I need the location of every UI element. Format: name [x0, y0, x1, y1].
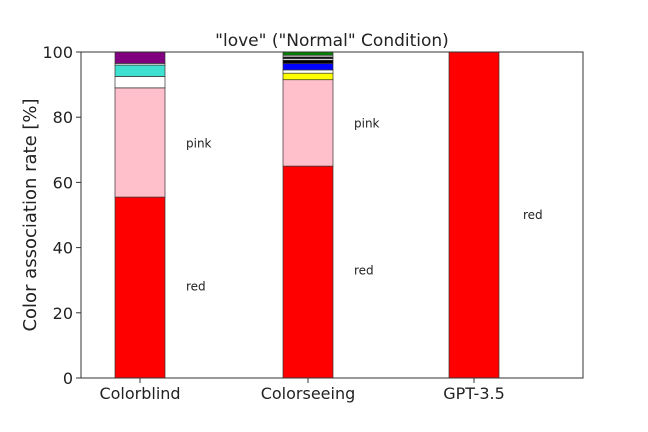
x-axis: Colorblind Colorseeing GPT-3.5 [99, 378, 505, 403]
x-tick-label: GPT-3.5 [443, 384, 505, 403]
segment-label-pink: pink [354, 117, 380, 131]
segment-label-red: red [354, 263, 374, 277]
bar-segment-colorblind-0 [114, 196, 166, 379]
y-tick-label: 100 [42, 43, 73, 62]
bar-segment-colorblind-2 [114, 76, 166, 89]
bar-segment-gpt-3-5-0 [448, 51, 500, 379]
segment-label-pink: pink [186, 136, 212, 150]
bar-segment-colorseeing-1 [282, 79, 334, 167]
chart-title: "love" ("Normal" Condition) [215, 31, 449, 51]
bar-segment-colorseeing-0 [282, 165, 334, 379]
plot-frame [80, 51, 584, 379]
annotations-layer: red pink red pink red [186, 117, 543, 294]
x-tick-label: Colorseeing [261, 384, 356, 403]
bar-segment-colorseeing-3 [282, 69, 334, 74]
bar-segment-colorseeing-2 [282, 72, 334, 81]
segment-label-red: red [186, 280, 206, 294]
bar-segment-colorseeing-4 [282, 63, 334, 71]
bar-segment-colorblind-1 [114, 87, 166, 198]
y-tick-label: 20 [53, 304, 73, 323]
bar-segment-colorblind-3 [114, 64, 166, 77]
y-tick-label: 0 [63, 369, 73, 388]
y-tick-label: 40 [53, 239, 73, 258]
y-axis: 0 20 40 60 80 100 [42, 43, 81, 388]
bars-layer [114, 51, 500, 379]
y-tick-label: 60 [53, 173, 73, 192]
bar-segment-colorseeing-5 [282, 59, 334, 64]
bar-segment-colorblind-5 [114, 51, 166, 64]
y-tick-label: 80 [53, 108, 73, 127]
segment-label-red: red [523, 208, 543, 222]
x-tick-label: Colorblind [99, 384, 180, 403]
y-axis-label: Color association rate [%] [20, 98, 41, 331]
